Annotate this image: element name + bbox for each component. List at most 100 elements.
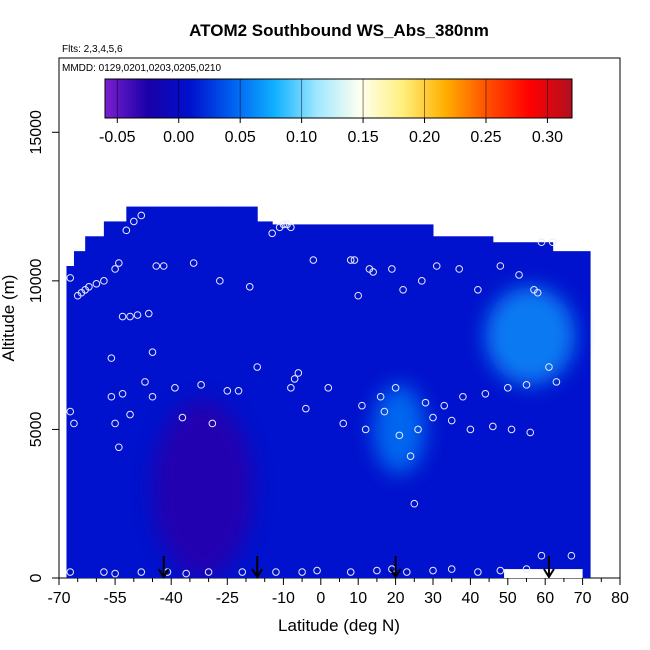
heatmap-feature bbox=[485, 286, 576, 385]
flight-point bbox=[373, 566, 381, 575]
flight-point bbox=[432, 262, 441, 270]
flight-point bbox=[459, 392, 467, 401]
flight-point bbox=[354, 291, 363, 300]
flight-point bbox=[504, 384, 512, 392]
flight-point bbox=[358, 401, 366, 410]
flight-point bbox=[70, 419, 78, 428]
flight-point bbox=[223, 387, 232, 395]
flight-point bbox=[287, 384, 295, 392]
flight-point bbox=[85, 283, 93, 291]
flight-point bbox=[171, 384, 179, 392]
flight-point bbox=[290, 375, 299, 383]
flight-point bbox=[178, 413, 187, 422]
flight-point bbox=[272, 568, 280, 576]
heatmap-gap bbox=[504, 569, 583, 578]
flight-point bbox=[204, 568, 213, 576]
flight-point bbox=[537, 551, 546, 560]
flight-point bbox=[152, 262, 161, 270]
flights-annotation: Flts: 2,3,4,5,6 bbox=[62, 44, 123, 55]
flight-point bbox=[567, 551, 576, 560]
flight-point bbox=[100, 277, 108, 285]
flight-point bbox=[66, 274, 75, 282]
x-tick-label: 50 bbox=[499, 590, 517, 607]
chart-title: ATOM2 Southbound WS_Abs_380nm bbox=[189, 21, 489, 40]
flight-point bbox=[122, 226, 131, 235]
flight-point bbox=[474, 568, 482, 576]
flight-point bbox=[403, 568, 411, 576]
x-tick-label: -10 bbox=[272, 590, 295, 607]
y-tick-label: 10000 bbox=[28, 259, 45, 304]
flight-point bbox=[429, 566, 437, 575]
flight-point bbox=[395, 431, 404, 440]
flight-point bbox=[507, 425, 516, 434]
flight-point bbox=[141, 378, 149, 386]
flight-point bbox=[133, 311, 142, 319]
flight-point bbox=[298, 568, 306, 576]
heatmap-cell bbox=[85, 236, 105, 578]
latitude-arrow bbox=[251, 556, 264, 579]
flight-point bbox=[148, 348, 157, 356]
flight-point bbox=[126, 312, 134, 321]
y-tick-label: 5000 bbox=[28, 412, 45, 448]
flight-point bbox=[148, 392, 157, 401]
flight-point bbox=[118, 312, 127, 321]
colorbar-ramp bbox=[104, 78, 573, 119]
flight-point bbox=[100, 568, 108, 576]
flight-point bbox=[182, 569, 190, 578]
flight-point bbox=[481, 389, 490, 398]
flight-point bbox=[107, 354, 116, 362]
flight-point bbox=[417, 277, 426, 285]
flight-point bbox=[144, 309, 153, 318]
flight-point bbox=[137, 568, 146, 576]
flight-point bbox=[548, 238, 557, 247]
arrow-head bbox=[543, 568, 555, 579]
x-tick-label: 10 bbox=[349, 590, 367, 607]
flight-point bbox=[66, 568, 75, 576]
colorbar-tick-label: 0.10 bbox=[286, 129, 317, 146]
x-tick-label: 80 bbox=[611, 590, 629, 607]
flight-point bbox=[440, 401, 449, 410]
colorbar-tick-label: 0.00 bbox=[163, 129, 194, 146]
colorbar-tick-label: 0.20 bbox=[409, 129, 440, 146]
mmdd-annotation: MMDD: 0129,0201,0203,0205,0210 bbox=[62, 63, 221, 74]
x-axis-label: Latitude (deg N) bbox=[278, 616, 400, 635]
x-tick-label: 70 bbox=[574, 590, 592, 607]
flight-point bbox=[350, 256, 359, 264]
heatmap-cell bbox=[103, 221, 127, 578]
flight-point bbox=[115, 443, 123, 452]
x-tick-label: -55 bbox=[104, 590, 127, 607]
x-tick-label: 20 bbox=[387, 590, 405, 607]
flight-point bbox=[346, 256, 355, 264]
flight-point bbox=[111, 569, 119, 578]
flight-point bbox=[515, 271, 523, 279]
flight-points-layer bbox=[66, 211, 576, 578]
flight-point bbox=[474, 285, 482, 294]
flight-point bbox=[111, 419, 119, 428]
flight-point bbox=[522, 565, 531, 573]
y-axis: 0 5000 10000 15000 bbox=[28, 110, 59, 582]
y-axis-label: Altitude (m) bbox=[0, 275, 18, 362]
flight-point bbox=[111, 265, 119, 273]
flight-point bbox=[406, 452, 415, 460]
flight-point bbox=[137, 211, 146, 220]
flight-point bbox=[522, 381, 531, 389]
heatmap-feature bbox=[152, 399, 254, 578]
colorbar-tick-label: 0.25 bbox=[470, 129, 501, 146]
x-tick-label: 0 bbox=[316, 590, 325, 607]
flight-point bbox=[189, 259, 198, 267]
flight-point bbox=[552, 378, 561, 386]
heatmap-cell bbox=[272, 224, 311, 578]
flight-point bbox=[107, 392, 116, 401]
flight-point bbox=[346, 568, 355, 576]
flight-point bbox=[447, 565, 456, 573]
flight-point bbox=[380, 407, 389, 416]
arrows-layer bbox=[157, 556, 555, 579]
x-tick-label: -25 bbox=[216, 590, 239, 607]
heatmap-cell bbox=[73, 251, 86, 578]
latitude-arrow bbox=[157, 556, 170, 579]
latitude-arrow bbox=[389, 556, 402, 579]
flight-point bbox=[287, 223, 295, 232]
flight-point bbox=[496, 262, 505, 270]
flight-point bbox=[216, 277, 224, 285]
flight-point bbox=[339, 419, 348, 428]
